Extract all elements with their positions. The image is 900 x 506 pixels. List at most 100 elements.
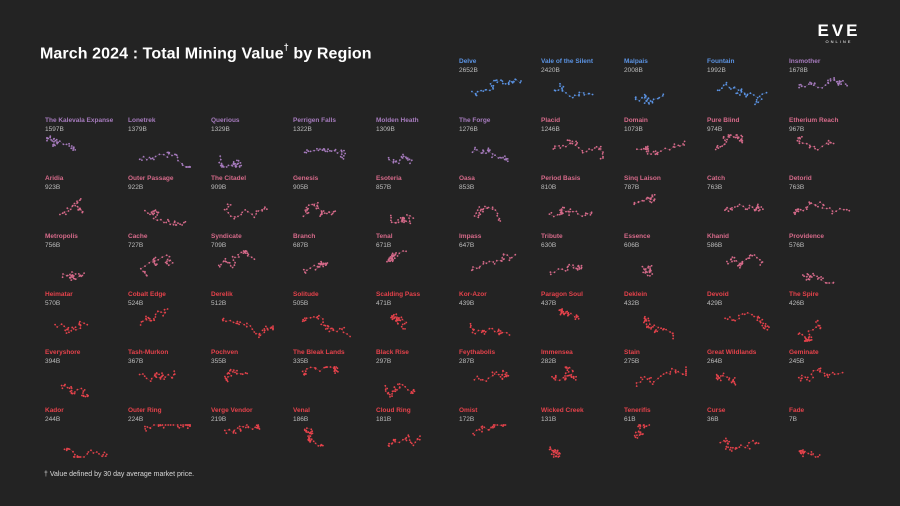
- map-system-dot: [768, 326, 770, 328]
- map-system-dot: [142, 373, 144, 375]
- region-value: 687B: [293, 242, 309, 249]
- map-system-dot: [259, 334, 262, 337]
- map-system-dot: [234, 432, 237, 434]
- region-map: [303, 147, 347, 160]
- map-system-dot: [58, 140, 61, 142]
- region-value: 367B: [128, 358, 144, 365]
- map-system-dot: [804, 450, 806, 453]
- map-system-dot: [304, 317, 306, 319]
- map-system-dot: [52, 138, 55, 140]
- map-system-dot: [390, 254, 393, 257]
- map-system-dot: [558, 309, 561, 312]
- map-system-dot: [403, 221, 405, 224]
- map-system-dot: [756, 317, 759, 319]
- map-system-dot: [70, 279, 73, 281]
- map-system-dot: [324, 324, 327, 327]
- map-system-dot: [309, 439, 312, 442]
- map-system-dot: [734, 136, 737, 139]
- map-system-dot: [651, 194, 654, 196]
- map-system-dot: [673, 146, 676, 148]
- map-system-dot: [64, 383, 66, 386]
- map-system-dot: [575, 140, 577, 143]
- map-system-dot: [170, 376, 173, 379]
- map-system-dot: [145, 315, 147, 318]
- map-system-dot: [554, 375, 557, 378]
- map-system-dot: [742, 205, 745, 208]
- region-name: Impass: [459, 233, 482, 240]
- map-system-dot: [800, 451, 802, 454]
- map-system-dot: [410, 392, 412, 394]
- map-system-dot: [553, 453, 555, 456]
- map-system-dot: [87, 451, 90, 453]
- map-system-dot: [232, 259, 235, 261]
- map-system-dot: [566, 269, 569, 271]
- map-system-dot: [322, 210, 325, 212]
- map-system-dot: [304, 271, 306, 273]
- map-system-dot: [649, 100, 652, 102]
- map-system-dot: [71, 392, 74, 395]
- region-kador: Kador 244B: [45, 407, 127, 459]
- map-system-dot: [398, 252, 401, 255]
- map-system-dot: [574, 318, 577, 321]
- map-system-dot: [164, 424, 167, 426]
- map-system-dot: [677, 370, 680, 373]
- map-system-dot: [387, 391, 390, 394]
- map-system-dot: [239, 321, 241, 324]
- map-system-dot: [322, 265, 325, 268]
- map-system-dot: [219, 164, 222, 167]
- map-system-dot: [75, 329, 77, 331]
- logo-main-text: EVE: [817, 21, 861, 40]
- map-system-dot: [729, 446, 732, 449]
- map-system-dot: [340, 150, 343, 153]
- map-system-dot: [349, 335, 351, 338]
- map-system-dot: [301, 320, 304, 323]
- map-system-dot: [70, 387, 73, 389]
- map-system-dot: [759, 320, 761, 323]
- map-system-dot: [182, 425, 185, 428]
- region-value: 219B: [211, 416, 227, 423]
- map-system-dot: [831, 210, 834, 212]
- map-system-dot: [333, 149, 336, 152]
- map-system-dot: [487, 206, 490, 209]
- map-system-dot: [569, 374, 571, 377]
- region-name: Omist: [459, 407, 478, 414]
- map-system-dot: [807, 330, 810, 332]
- map-system-dot: [483, 329, 485, 332]
- map-system-dot: [392, 255, 395, 257]
- map-system-dot: [682, 373, 684, 375]
- map-system-dot: [335, 369, 338, 372]
- map-system-dot: [640, 148, 643, 151]
- map-system-dot: [388, 442, 390, 445]
- map-system-dot: [502, 258, 505, 261]
- map-system-dot: [147, 316, 150, 319]
- region-name: Cache: [128, 233, 148, 240]
- map-system-dot: [560, 209, 563, 212]
- map-system-dot: [472, 266, 474, 268]
- map-system-dot: [823, 375, 826, 377]
- map-system-dot: [478, 206, 481, 208]
- map-system-dot: [818, 324, 821, 327]
- map-system-dot: [171, 154, 173, 157]
- map-system-dot: [519, 81, 522, 84]
- map-system-dot: [229, 368, 232, 371]
- map-system-dot: [761, 324, 764, 327]
- map-system-dot: [806, 273, 809, 275]
- map-system-dot: [71, 271, 73, 273]
- map-system-dot: [155, 376, 158, 379]
- title-text: March 2024 : Total Mining Value: [40, 45, 284, 63]
- map-system-dot: [641, 378, 644, 381]
- map-system-dot: [60, 323, 63, 326]
- region-map: [797, 367, 844, 382]
- map-system-dot: [552, 377, 555, 380]
- map-system-dot: [74, 326, 77, 329]
- map-system-dot: [659, 375, 662, 377]
- region-devoid: Devoid 429B: [707, 291, 789, 343]
- map-system-dot: [240, 373, 242, 375]
- region-name: Branch: [293, 233, 316, 240]
- map-system-dot: [401, 218, 404, 221]
- region-name: Lonetrek: [128, 117, 156, 124]
- map-system-dot: [409, 162, 411, 165]
- map-system-dot: [335, 366, 337, 368]
- map-system-dot: [819, 370, 821, 373]
- map-system-dot: [171, 262, 174, 264]
